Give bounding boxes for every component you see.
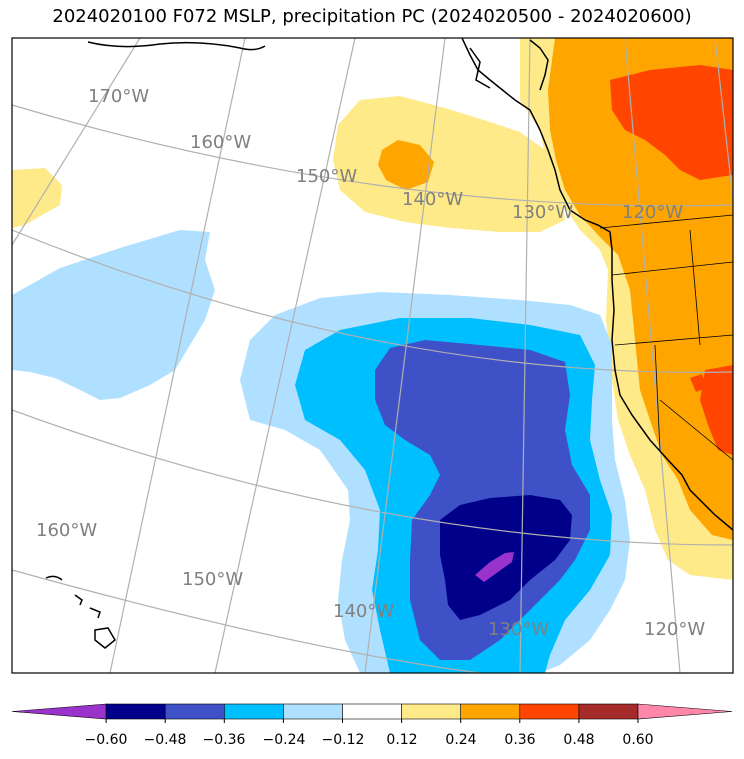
colorbar-tick-label: −0.36: [203, 732, 246, 748]
lon-label-bottom-160w: 160°W: [36, 520, 97, 541]
colorbar-segments: [11, 703, 733, 720]
lon-label-bottom-130w: 130°W: [488, 619, 549, 640]
lon-label-top-150w: 150°W: [296, 166, 357, 187]
negative-anomaly-012-pacific: [12, 230, 215, 400]
positive-anomaly-012-gulf: [333, 96, 565, 232]
lon-label-top-160w: 160°W: [190, 132, 251, 153]
colorbar-ticks: [105, 719, 639, 723]
negative-anomaly-060-core: [475, 552, 514, 582]
map-title: 2024020100 F072 MSLP, precipitation PC (…: [52, 6, 692, 27]
positive-anomaly-036-interior: [610, 65, 733, 180]
colorbar-segment: [460, 703, 521, 720]
colorbar-tick-label: −0.12: [322, 732, 365, 748]
graticule: [12, 38, 733, 673]
colorbar-tick-label: 0.12: [386, 732, 417, 748]
colorbar-tick-label: −0.48: [144, 732, 187, 748]
lon-label-top-120w: 120°W: [622, 202, 683, 223]
colorbar-segment: [164, 703, 225, 720]
colorbar-segment: [283, 703, 343, 720]
colorbar-segment: [637, 703, 733, 720]
lon-label-bottom-150w: 150°W: [182, 569, 243, 590]
lon-label-bottom-140w: 140°W: [333, 601, 394, 622]
colorbar-tick-label: 0.60: [622, 732, 653, 748]
lon-label-top-140w: 140°W: [402, 189, 463, 210]
colorbar-tick-label: 0.36: [504, 732, 535, 748]
colorbar-segment: [519, 703, 580, 720]
colorbar-segment: [105, 703, 166, 720]
lon-label-top-170w: 170°W: [88, 86, 149, 107]
positive-anomaly-036-nevada: [700, 365, 733, 455]
borders: [599, 214, 733, 461]
lon-label-top-130w: 130°W: [512, 202, 573, 223]
colorbar-segment: [342, 703, 402, 720]
colorbar-segment: [578, 703, 639, 720]
colorbar-segment: [11, 703, 107, 720]
colorbar-tick-label: 0.24: [445, 732, 476, 748]
colorbar-segment: [224, 703, 284, 720]
positive-anomaly-012-west: [12, 168, 62, 228]
positive-anomaly-024-gulf: [378, 140, 434, 190]
colorbar-tick-label: −0.24: [263, 732, 306, 748]
coastlines: [45, 38, 733, 649]
map-frame: [11, 37, 734, 674]
colorbar-tick-label: −0.60: [85, 732, 128, 748]
positive-anomaly-036-spot: [690, 374, 706, 392]
colorbar-tick-label: 0.48: [563, 732, 594, 748]
lon-label-bottom-120w: 120°W: [644, 619, 705, 640]
colorbar-segment: [401, 703, 462, 720]
